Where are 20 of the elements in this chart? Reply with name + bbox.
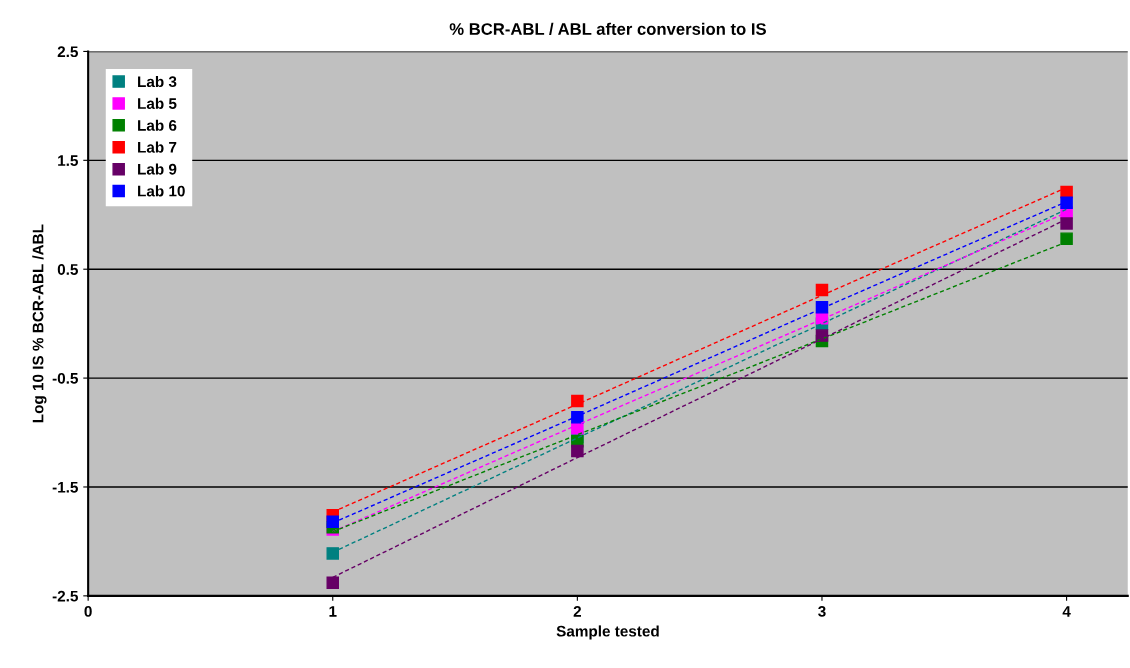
x-tick-label: 0 xyxy=(84,605,92,617)
legend-label: Lab 3 xyxy=(138,75,177,88)
x-tick-label: 1 xyxy=(329,606,337,617)
legend-label: Lab 5 xyxy=(138,97,177,109)
legend-label: Lab 6 xyxy=(138,119,177,131)
legend-label: Lab 7 xyxy=(138,141,177,153)
y-axis-title: Log 10 IS % BCR-ABL /ABL xyxy=(32,224,47,423)
y-tick-label: 1.5 xyxy=(58,155,78,167)
x-tick-label: 3 xyxy=(818,605,826,617)
legend-label: Lab 9 xyxy=(138,163,177,175)
y-tick-label: 0.5 xyxy=(57,264,78,275)
x-tick-label: 4 xyxy=(1062,606,1071,617)
y-tick-label: 2.5 xyxy=(57,46,78,58)
y-tick-label: -1.5 xyxy=(52,482,78,493)
x-tick-label: 2 xyxy=(573,605,581,617)
x-axis-title: Sample tested xyxy=(556,625,659,640)
chart-title: % BCR-ABL / ABL after conversion to IS xyxy=(449,22,766,36)
legend-label: Lab 10 xyxy=(138,185,185,197)
y-tick-label: -2.5 xyxy=(52,590,78,602)
y-tick-label: -0.5 xyxy=(52,372,78,384)
